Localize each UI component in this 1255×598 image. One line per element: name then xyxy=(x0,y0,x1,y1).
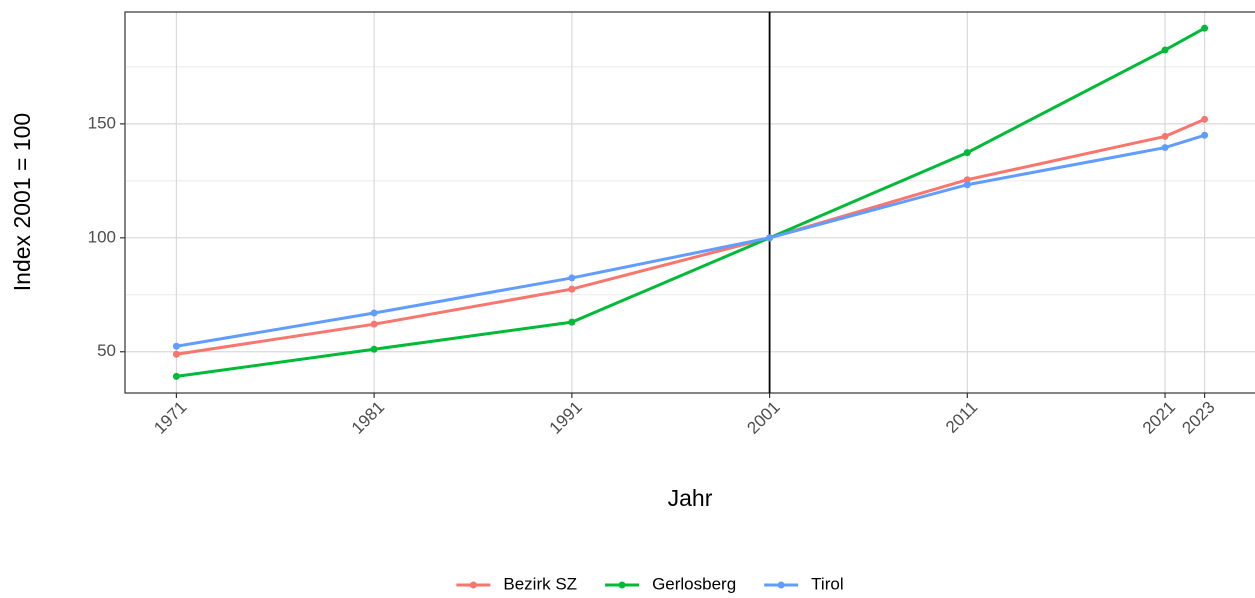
x-tick-label: 2023 xyxy=(1178,398,1218,438)
x-tick-label: 1971 xyxy=(150,398,190,438)
data-point xyxy=(1201,24,1209,32)
x-tick-label: 1981 xyxy=(348,398,388,438)
data-point xyxy=(1201,131,1209,139)
data-point xyxy=(1201,115,1209,123)
series-line xyxy=(176,26,1206,378)
legend-key-point xyxy=(777,581,785,589)
data-point xyxy=(1161,132,1169,140)
panel-border xyxy=(124,11,1255,394)
x-tick-label: 1991 xyxy=(546,398,586,438)
data-point xyxy=(1161,144,1169,152)
legend: Bezirk SZ Gerlosberg Tirol xyxy=(456,574,844,593)
x-tick-label: 2001 xyxy=(743,398,783,438)
data-point xyxy=(172,342,180,350)
y-tick-label: 100 xyxy=(88,227,116,246)
series-line xyxy=(176,133,1206,348)
y-axis-title: Index 2001 = 100 xyxy=(9,113,35,291)
x-axis-title: Jahr xyxy=(668,485,713,511)
data-point xyxy=(568,285,576,293)
data-point xyxy=(1161,46,1169,54)
legend-key-point xyxy=(469,581,477,589)
legend-label: Gerlosberg xyxy=(652,574,736,593)
data-point xyxy=(172,350,180,358)
legend-label: Bezirk SZ xyxy=(503,574,577,593)
x-tick-label: 2021 xyxy=(1139,398,1179,438)
data-point xyxy=(370,320,378,328)
legend-label: Tirol xyxy=(811,574,843,593)
data-point xyxy=(963,181,971,189)
data-point xyxy=(963,149,971,157)
y-tick-label: 150 xyxy=(88,113,116,132)
data-point xyxy=(568,274,576,282)
x-tick-label: 2011 xyxy=(942,398,981,437)
data-point xyxy=(172,372,180,380)
data-point xyxy=(568,318,576,326)
legend-key-point xyxy=(618,581,626,589)
y-tick-label: 50 xyxy=(97,341,116,360)
data-point xyxy=(963,176,971,184)
data-point xyxy=(370,345,378,353)
data-point xyxy=(766,234,774,242)
data-point xyxy=(370,309,378,317)
